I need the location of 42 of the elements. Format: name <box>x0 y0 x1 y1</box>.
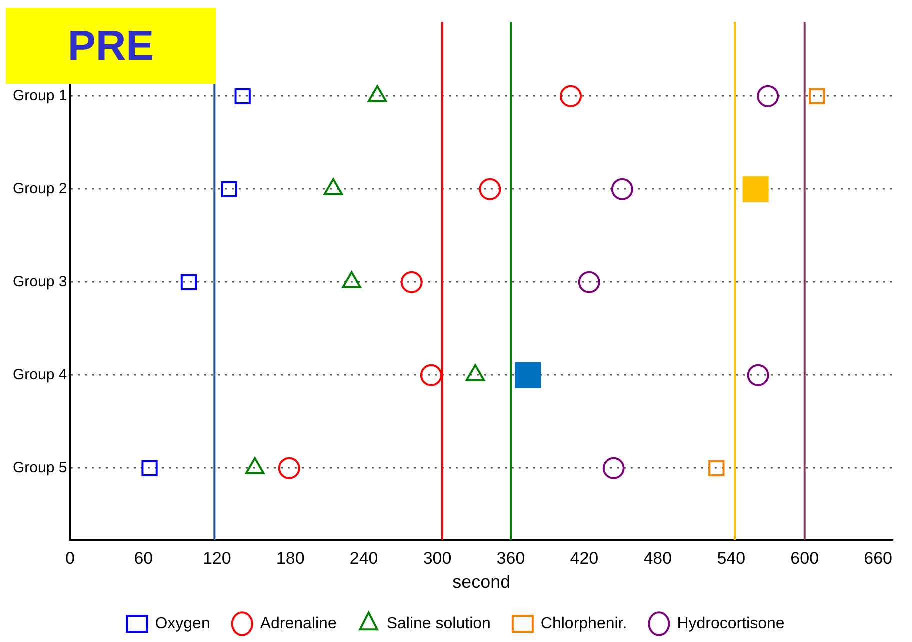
legend-label: Saline solution <box>386 615 491 632</box>
y-tick-label: Group 4 <box>12 366 68 384</box>
point <box>142 460 158 476</box>
point <box>611 178 634 200</box>
x-tick-label: 600 <box>790 548 820 568</box>
y-tick-label: Group 5 <box>12 460 68 477</box>
chart-title: PRE <box>6 8 216 84</box>
point <box>479 178 502 200</box>
point <box>515 362 542 388</box>
point <box>742 176 769 202</box>
x-tick-label: 660 <box>864 548 892 568</box>
x-tick-label: 300 <box>423 548 452 568</box>
point <box>757 85 780 108</box>
point <box>420 364 442 386</box>
legend-label: Adrenaline <box>260 615 337 632</box>
x-axis-title: second <box>452 572 511 592</box>
point <box>221 181 238 198</box>
y-tick-label: Group 2 <box>12 180 68 198</box>
legend-label: Chlorphenir. <box>540 615 628 632</box>
x-tick-label: 420 <box>570 548 599 568</box>
x-tick-label: 0 <box>65 548 75 568</box>
point <box>809 88 826 104</box>
x-tick-label: 120 <box>202 548 232 568</box>
x-tick-label: 180 <box>276 548 305 568</box>
point <box>278 457 300 480</box>
x-tick-label: 360 <box>496 548 526 568</box>
point <box>234 88 251 104</box>
point <box>180 274 198 290</box>
point <box>560 85 582 108</box>
point <box>747 364 770 386</box>
x-tick-label: 540 <box>717 548 746 568</box>
legend-label: Oxygen <box>155 615 210 632</box>
point <box>578 271 600 294</box>
point <box>400 271 423 294</box>
point <box>602 457 625 480</box>
x-tick-label: 60 <box>134 548 154 568</box>
y-tick-label: Group 3 <box>12 274 68 291</box>
point <box>708 460 725 476</box>
legend-label: Hydrocortisone <box>677 615 785 632</box>
y-tick-label: Group 1 <box>12 88 68 105</box>
x-tick-label: 480 <box>644 548 672 568</box>
x-tick-label: 240 <box>350 548 378 568</box>
